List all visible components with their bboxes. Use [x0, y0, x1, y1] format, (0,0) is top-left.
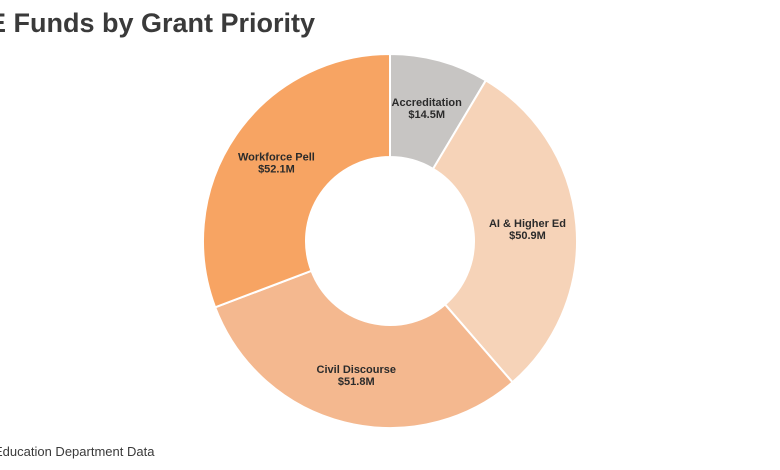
slice-ai-and-higher-ed[interactable] — [431, 79, 578, 384]
source-note: Education Department Data — [0, 444, 155, 459]
slice-label-ai-and-higher-ed: AI & Higher Ed — [489, 218, 566, 230]
slice-value-workforce-pell: $52.1M — [258, 164, 295, 176]
slice-value-ai-and-higher-ed: $50.9M — [509, 230, 546, 242]
slice-workforce-pell[interactable] — [202, 52, 391, 309]
slice-label-workforce-pell: Workforce Pell — [238, 152, 315, 164]
slice-civil-discourse[interactable] — [213, 269, 514, 429]
slice-label-accreditation: Accreditation — [392, 97, 463, 109]
slice-value-accreditation: $14.5M — [408, 109, 445, 121]
slice-label-civil-discourse: Civil Discourse — [317, 364, 396, 376]
slice-value-civil-discourse: $51.8M — [338, 376, 375, 388]
chart-title: E Funds by Grant Priority — [0, 8, 316, 38]
